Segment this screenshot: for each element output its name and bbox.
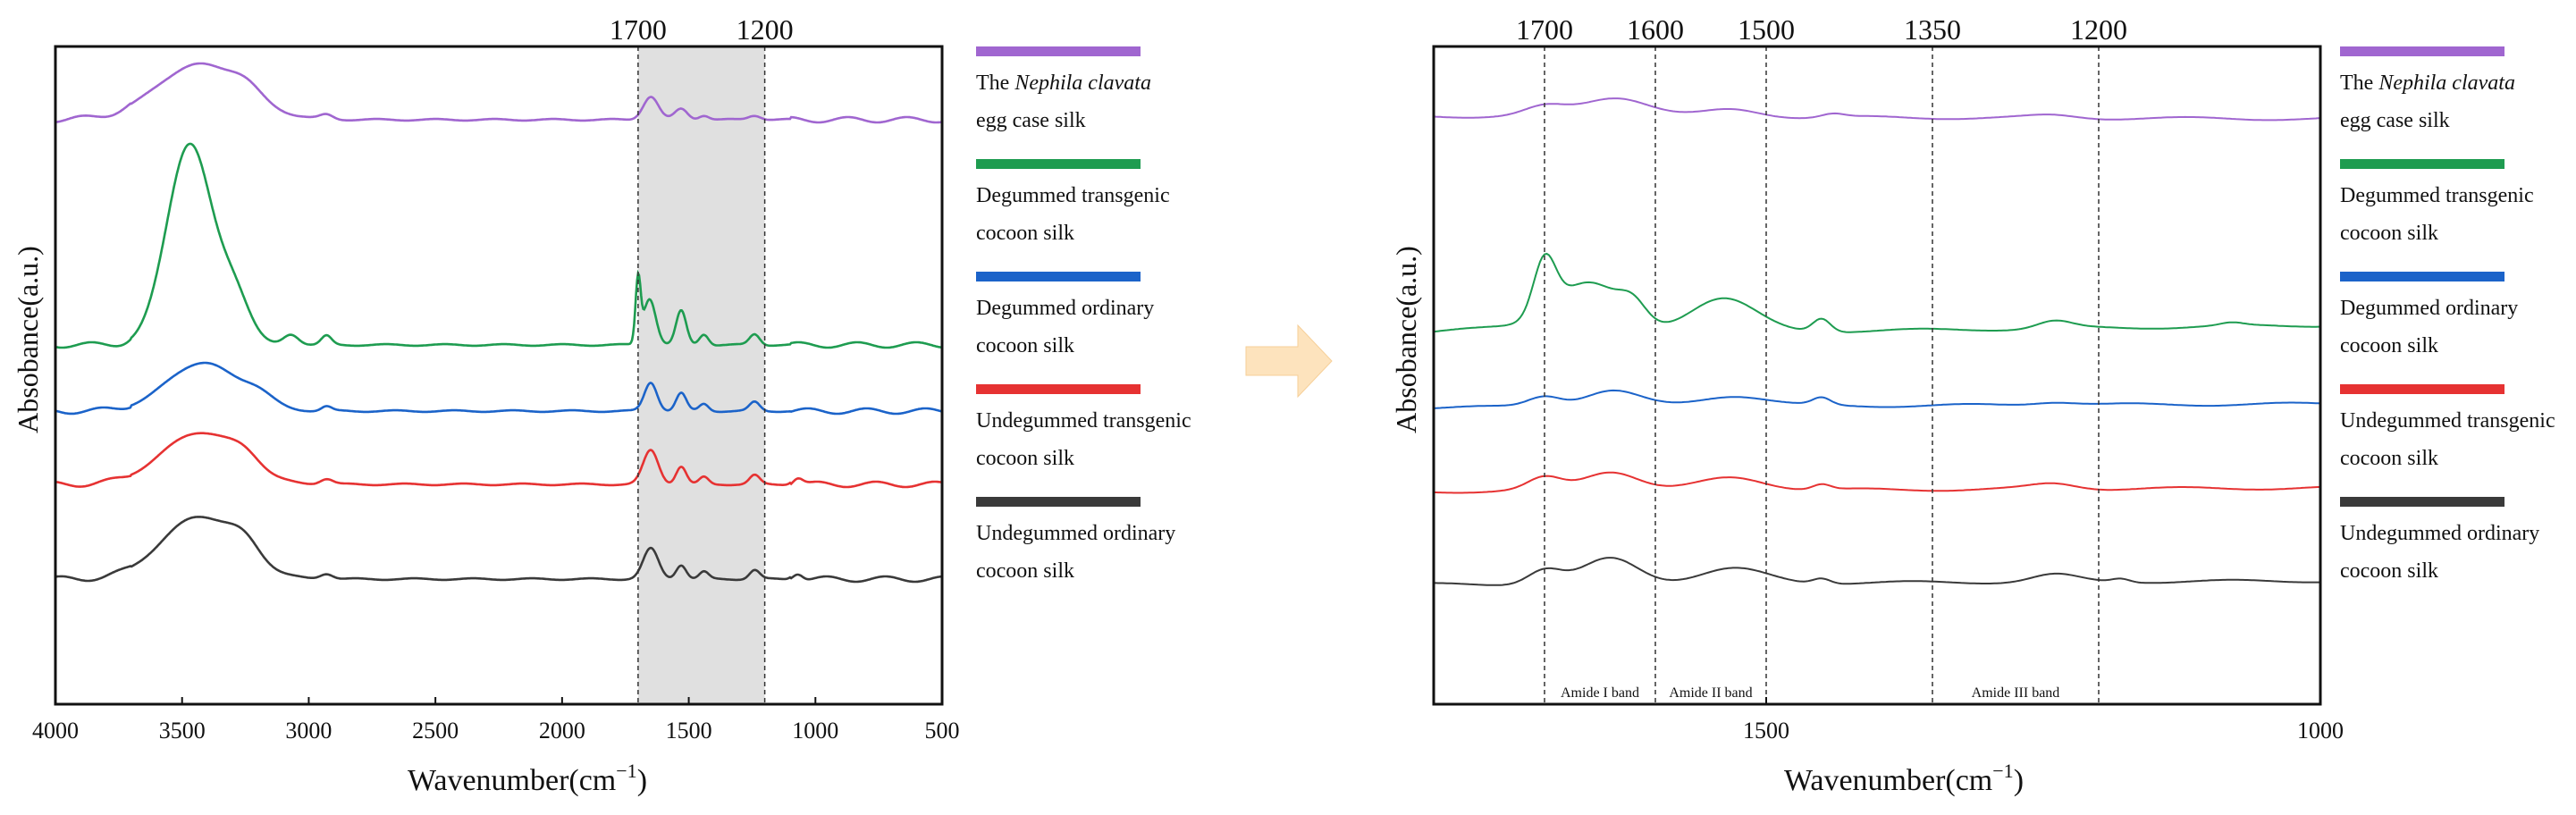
right-y-axis-label: Absobance(a.u.) — [1390, 246, 1422, 433]
left-x-tick-label-2000: 2000 — [539, 718, 585, 744]
right-top-label-1600: 1600 — [1627, 13, 1684, 46]
left-x-tick-label-500: 500 — [925, 718, 960, 744]
left-top-label-1700: 1700 — [610, 13, 667, 46]
legend-right-swatch-2 — [2340, 159, 2504, 169]
left-legend: The Nephila clavata egg case silk Degummed… — [976, 46, 1191, 583]
legend-right-entry-1-line2: egg case silk — [2340, 109, 2450, 132]
legend-left-entry-2-line1: Degummed transgenic — [976, 184, 1170, 207]
legend-right-entry-5-line1: Undegummed ordinary — [2340, 522, 2539, 545]
legend-left-swatch-3 — [976, 272, 1141, 281]
legend-right-entry-4-line2: cocoon silk — [2340, 447, 2438, 470]
right-band-label-2: Amide II band — [1669, 685, 1752, 701]
left-x-tick-label-4000: 4000 — [32, 718, 79, 744]
left-x-tick-label-2500: 2500 — [412, 718, 459, 744]
right-top-label-1200: 1200 — [2070, 13, 2127, 46]
right-top-label-1350: 1350 — [1904, 13, 1961, 46]
legend-left-swatch-1 — [976, 46, 1141, 56]
left-y-axis-label: Absobance(a.u.) — [12, 246, 44, 433]
right-chart-panel: 1500 1000 1700 1600 1500 1350 1200 Amide I ba… — [1390, 13, 2344, 797]
left-series-group — [55, 62, 943, 584]
legend-left-entry-1-line1: The Nephila clavata — [976, 71, 1151, 95]
left-top-labels: 1700 1200 — [610, 13, 794, 46]
right-series-line-1 — [1433, 97, 2321, 122]
left-x-tick-label-3000: 3000 — [285, 718, 332, 744]
left-shaded-region — [637, 46, 765, 704]
legend-right-entry-2-line2: cocoon silk — [2340, 222, 2438, 245]
left-x-tick-label-3500: 3500 — [159, 718, 206, 744]
legend-left-entry-3-line1: Degummed ordinary — [976, 297, 1154, 320]
legend-left-entry-4-line1: Undegummed transgenic — [976, 409, 1191, 433]
left-series-line-4 — [55, 432, 943, 489]
legend-left-entry-1-line2: egg case silk — [976, 109, 1086, 132]
legend-left-entry-5-line2: cocoon silk — [976, 559, 1074, 583]
right-top-label-1700: 1700 — [1516, 13, 1573, 46]
right-legend: The Nephila clavata egg case silk Degummed… — [2340, 46, 2555, 583]
right-series-line-2 — [1433, 252, 2320, 333]
left-x-tick-label-1500: 1500 — [666, 718, 712, 744]
right-band-label-3: Amide III band — [1972, 685, 2060, 701]
left-x-axis-label: Wavenumber(cm−1) — [408, 760, 647, 797]
legend-right-swatch-5 — [2340, 497, 2504, 507]
left-chart-panel: 4000 3500 3000 2500 2000 1500 1000 500 1700 1200… — [12, 13, 960, 797]
legend-right-entry-5-line2: cocoon silk — [2340, 559, 2438, 583]
legend-left-swatch-2 — [976, 159, 1141, 169]
legend-right-entry-4-line1: Undegummed transgenic — [2340, 409, 2555, 433]
legend-right-swatch-4 — [2340, 384, 2504, 394]
right-series-line-5 — [1434, 557, 2321, 586]
legend-right-entry-2-line1: Degummed transgenic — [2340, 184, 2534, 207]
left-plot-frame — [54, 45, 944, 706]
legend-right-entry-3-line1: Degummed ordinary — [2340, 297, 2518, 320]
right-top-labels: 1700 1600 1500 1350 1200 — [1516, 13, 2127, 46]
right-x-axis-label: Wavenumber(cm−1) — [1784, 760, 2024, 797]
right-arrow-icon — [1245, 323, 1333, 399]
legend-left-entry-3-line2: cocoon silk — [976, 334, 1074, 357]
left-series-line-5 — [55, 516, 943, 584]
legend-left-entry-2-line2: cocoon silk — [976, 222, 1074, 245]
right-guides — [1544, 46, 2100, 704]
left-series-line-3 — [55, 361, 943, 416]
legend-left-swatch-4 — [976, 384, 1141, 394]
right-band-label-1: Amide I band — [1561, 685, 1639, 701]
legend-left-swatch-5 — [976, 497, 1141, 507]
right-band-labels: Amide I band Amide II band Amide III band — [1561, 685, 2059, 701]
left-x-ticks: 4000 3500 3000 2500 2000 1500 1000 500 — [32, 697, 960, 744]
left-series-line-1 — [55, 62, 943, 124]
right-x-tick-label-1000: 1000 — [2297, 718, 2344, 744]
right-series-group — [1433, 97, 2321, 586]
legend-right-entry-1-line1: The Nephila clavata — [2340, 71, 2515, 95]
legend-right-swatch-1 — [2340, 46, 2504, 56]
right-x-ticks: 1500 1000 — [1743, 697, 2344, 744]
right-x-tick-label-1500: 1500 — [1743, 718, 1789, 744]
legend-right-entry-3-line2: cocoon silk — [2340, 334, 2438, 357]
right-top-label-1500: 1500 — [1738, 13, 1795, 46]
right-series-line-4 — [1433, 471, 2321, 494]
left-top-label-1200: 1200 — [737, 13, 794, 46]
legend-left-entry-5-line1: Undegummed ordinary — [976, 522, 1175, 545]
left-series-line-2 — [55, 142, 943, 349]
left-x-tick-label-1000: 1000 — [792, 718, 838, 744]
right-series-line-3 — [1433, 389, 2321, 409]
legend-left-entry-4-line2: cocoon silk — [976, 447, 1074, 470]
right-plot-frame — [1432, 45, 2322, 706]
legend-right-swatch-3 — [2340, 272, 2504, 281]
